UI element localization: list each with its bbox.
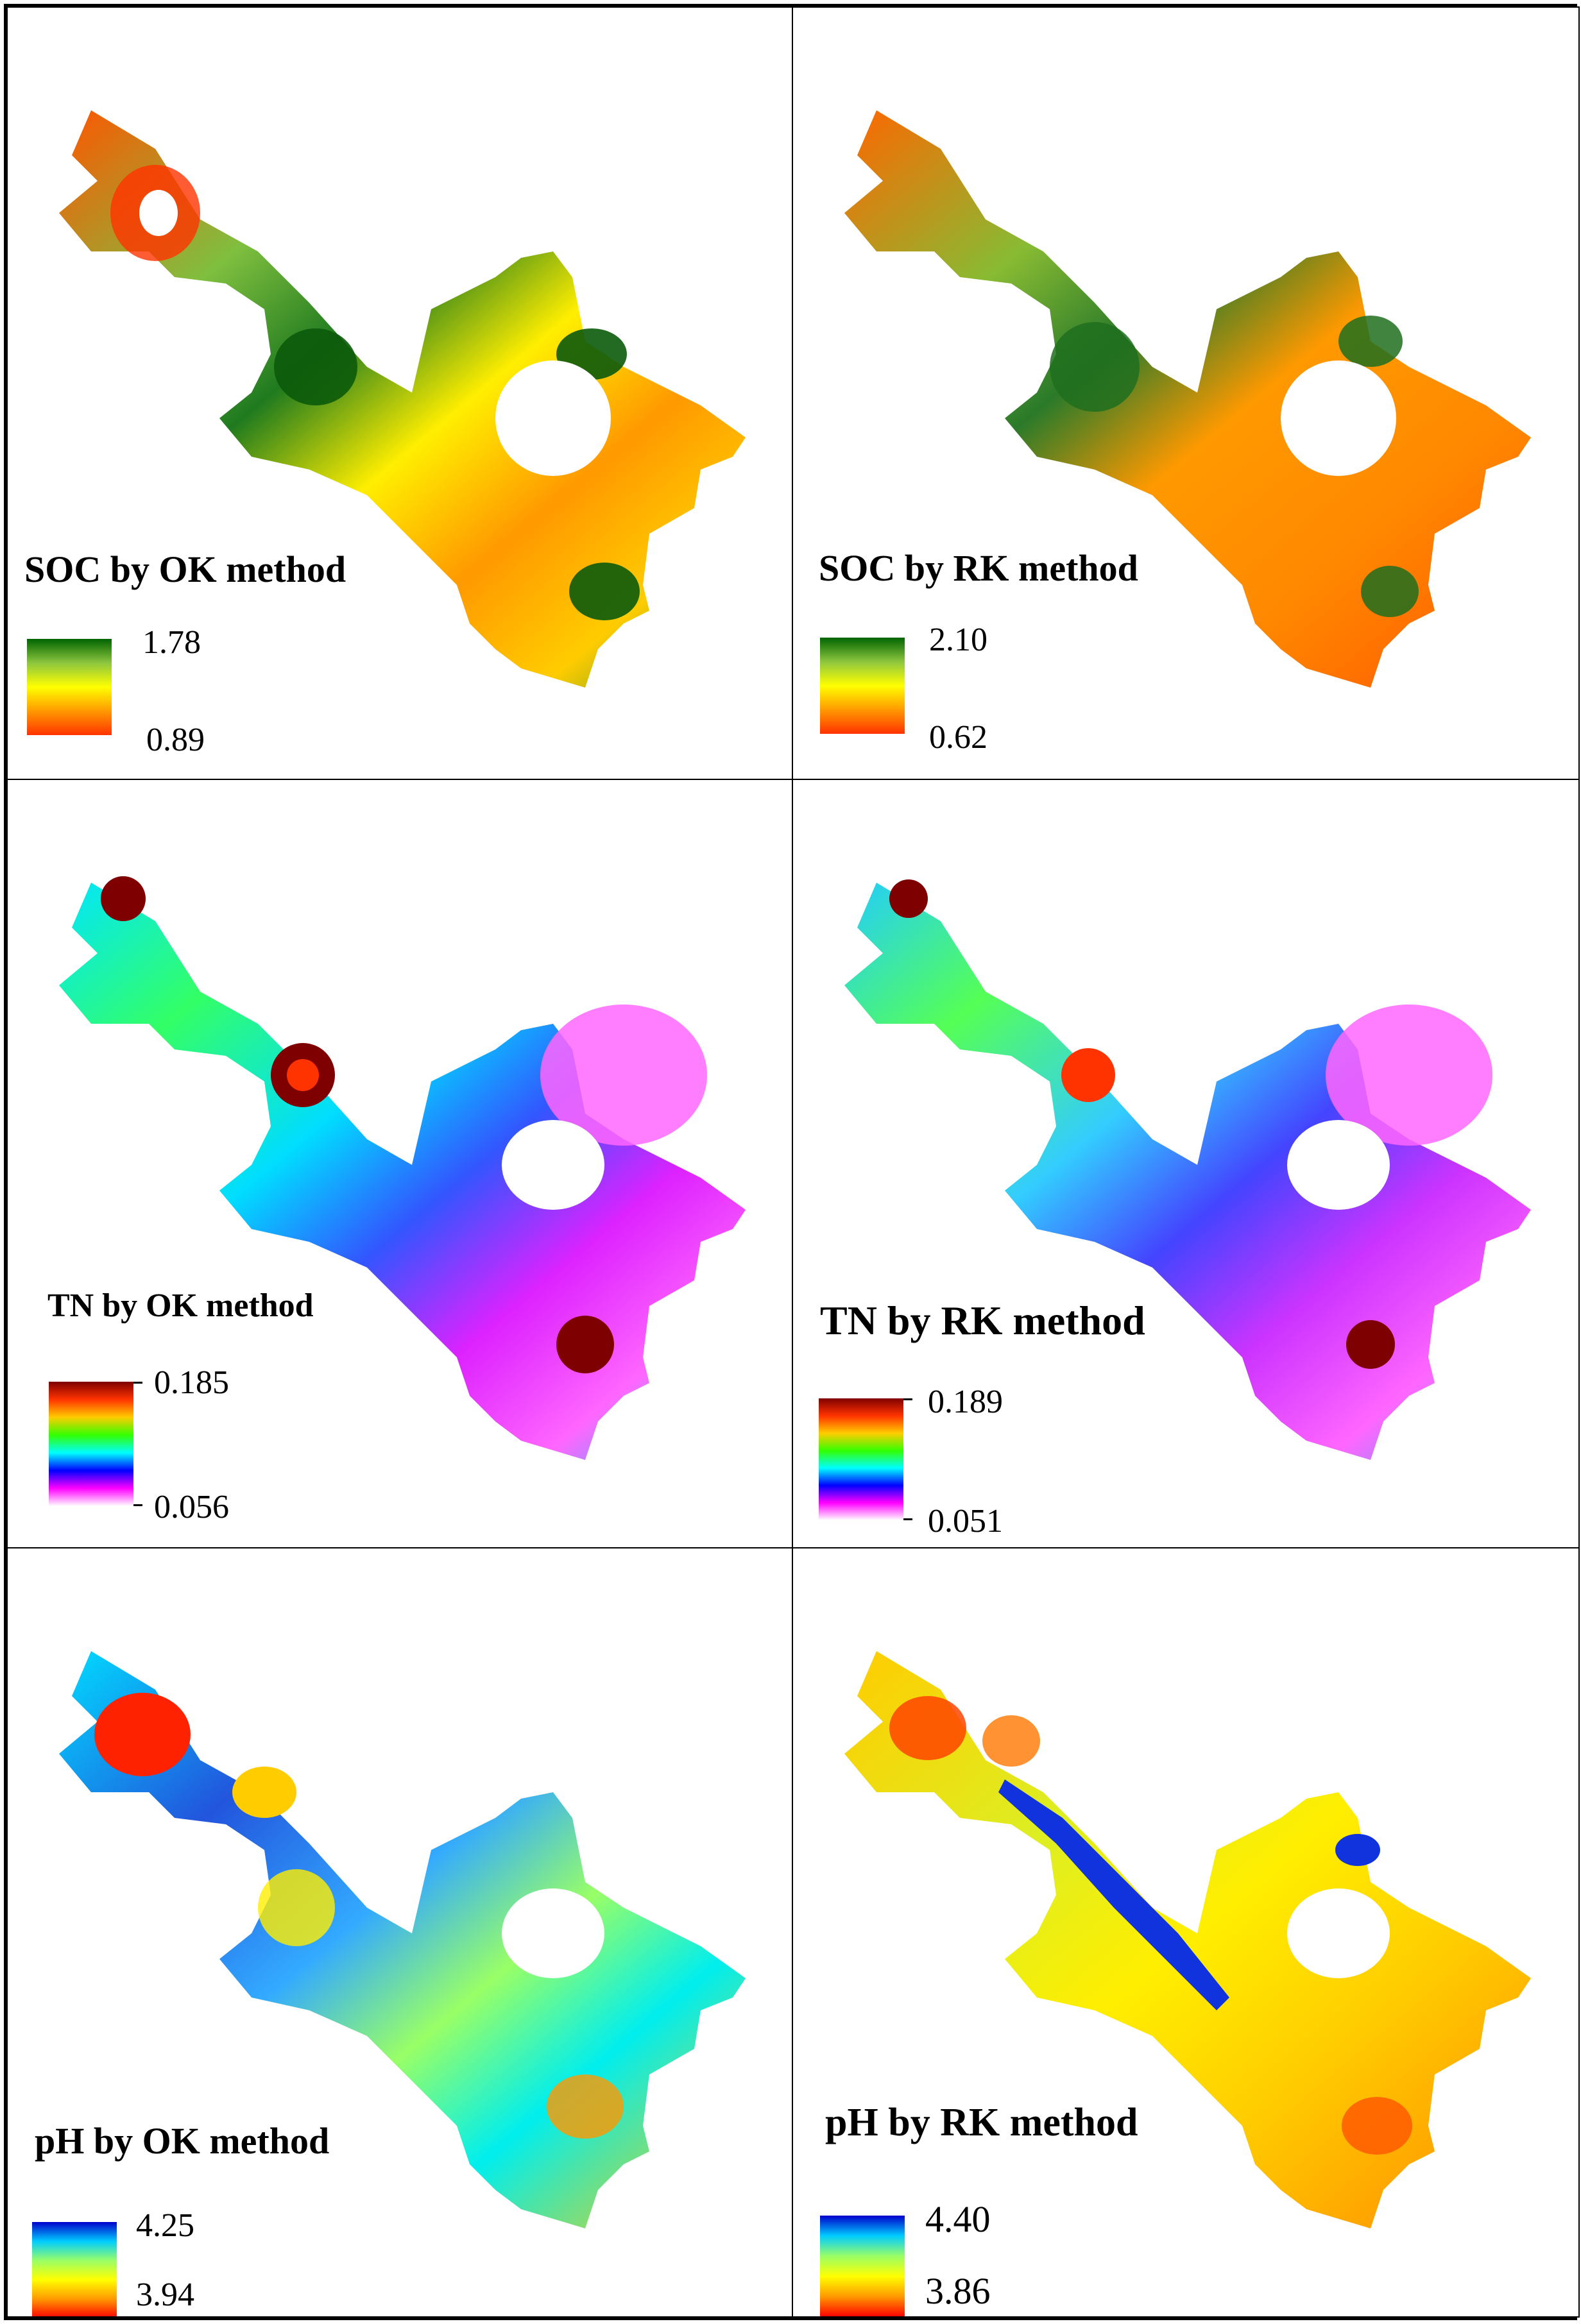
panel-tn-ok: TN by OK method 0.185 0.056 [6,779,794,1550]
legend-max-value: 2.10 [929,622,987,658]
panel-title: SOC by OK method [24,548,346,590]
legend-min-value: 3.86 [925,2270,991,2312]
soc-ok-map [59,110,746,688]
legend-tick [903,1518,912,1520]
legend-min-value: 0.056 [154,1489,229,1525]
ph-rk-map [844,1651,1531,2228]
panel-ph-ok: pH by OK method 4.25 3.94 [6,1547,794,2318]
legend-color-ramp [32,2222,117,2316]
panel-title: pH by OK method [35,2120,330,2162]
legend-max-value: 0.189 [928,1384,1003,1420]
legend-color-ramp [27,639,112,735]
legend-color-ramp [820,2216,905,2316]
soc-rk-map [844,110,1531,688]
tn-ok-map [59,876,746,1460]
legend-tick [133,1504,142,1506]
panel-tn-rk: TN by RK method 0.189 0.051 [792,779,1580,1550]
panel-title: TN by RK method [820,1298,1145,1343]
panel-title: SOC by RK method [819,547,1138,589]
panel-soc-ok: SOC by OK method 1.78 0.89 [6,6,794,781]
legend-max-value: 4.25 [136,2207,194,2244]
tn-rk-map [844,879,1531,1460]
legend-color-ramp [49,1382,133,1506]
legend-tick [133,1382,142,1384]
legend-tick [903,1398,912,1400]
panel-title: TN by OK method [47,1287,314,1324]
panel-soc-rk: SOC by RK method 2.10 0.62 [792,6,1580,781]
legend-max-value: 4.40 [925,2198,991,2240]
legend-min-value: 3.94 [136,2277,194,2313]
panel-title: pH by RK method [825,2101,1138,2144]
panel-ph-rk: pH by RK method 4.40 3.86 [792,1547,1580,2318]
legend-min-value: 0.89 [146,722,205,758]
legend-color-ramp [820,638,905,734]
legend-min-value: 0.62 [929,719,987,756]
legend-max-value: 0.185 [154,1364,229,1401]
ph-ok-map [59,1651,746,2228]
legend-max-value: 1.78 [142,624,201,661]
legend-min-value: 0.051 [928,1503,1003,1539]
legend-color-ramp [819,1398,903,1520]
figure-grid: SOC by OK method 1.78 0.89 SOC by RK met… [4,4,1580,2320]
